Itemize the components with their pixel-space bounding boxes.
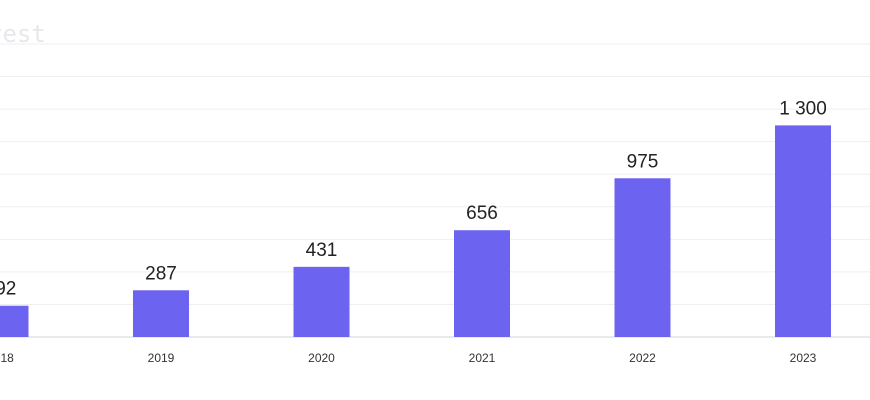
x-tick-label: 2023 (790, 351, 817, 365)
x-tick-label: 2022 (629, 351, 656, 365)
bar (454, 230, 510, 337)
value-label: 192 (0, 279, 16, 300)
bar (775, 125, 831, 337)
bar (133, 290, 189, 337)
watermark: vest (0, 20, 46, 48)
x-tick-label: 2018 (0, 351, 14, 365)
value-label: 287 (145, 263, 177, 284)
bar (0, 305, 29, 337)
x-tick-label: 2020 (308, 351, 335, 365)
bar (614, 178, 671, 337)
x-tick-label: 2021 (469, 351, 496, 365)
value-label: 431 (306, 240, 338, 261)
x-tick-label: 2019 (148, 351, 175, 365)
value-label: 975 (627, 151, 659, 172)
value-label: 1 300 (779, 98, 827, 119)
value-label: 656 (466, 203, 498, 224)
bar (293, 266, 350, 337)
